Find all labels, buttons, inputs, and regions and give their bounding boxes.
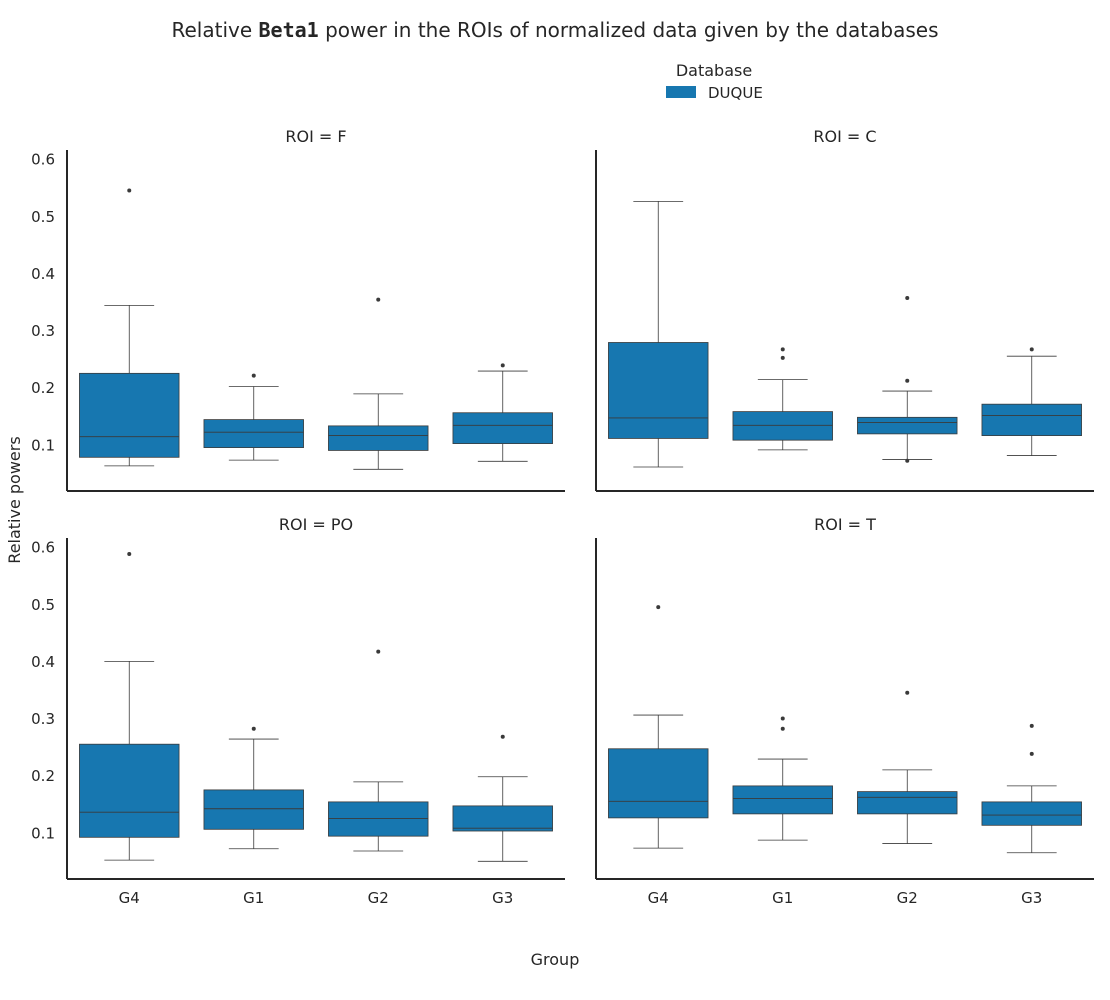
y-tick-label: 0.4 <box>31 265 55 283</box>
x-tick-label: G1 <box>243 889 264 907</box>
box-body <box>608 748 709 819</box>
box-G2 <box>328 297 429 470</box>
panel-title: ROI = F <box>285 127 346 146</box>
box-body <box>608 342 709 439</box>
panel-title: ROI = T <box>814 515 876 534</box>
box-body <box>203 419 304 448</box>
box-G3 <box>981 347 1082 456</box>
outlier-point <box>905 378 910 383</box>
y-axis-label: Relative powers <box>5 436 24 563</box>
x-tick-label: G3 <box>1021 889 1042 907</box>
box-body <box>79 743 180 838</box>
chart-title: Relative Beta1 power in the ROIs of norm… <box>171 18 938 42</box>
box-G1 <box>203 373 304 461</box>
x-tick-label: G2 <box>368 889 389 907</box>
outlier-point <box>500 734 505 739</box>
box-G3 <box>452 734 553 862</box>
outlier-point <box>127 551 132 556</box>
box-body <box>203 789 304 830</box>
outlier-point <box>251 373 256 378</box>
y-tick-label: 0.3 <box>31 710 55 728</box>
outlier-point <box>1029 347 1034 352</box>
x-tick-label: G4 <box>119 889 140 907</box>
outlier-point <box>780 716 785 721</box>
box-body <box>981 801 1082 826</box>
legend-swatch-duque <box>666 86 696 98</box>
chart-title-prefix: Relative <box>171 18 258 42</box>
panel-title: ROI = C <box>813 127 876 146</box>
box-body <box>328 801 429 837</box>
x-tick-label: G1 <box>772 889 793 907</box>
box-G4 <box>608 201 709 468</box>
outlier-point <box>127 188 132 193</box>
y-tick-label: 0.1 <box>31 824 55 842</box>
box-G2 <box>328 649 429 852</box>
box-body <box>732 411 833 441</box>
box-body <box>452 412 553 444</box>
outlier-point <box>905 295 910 300</box>
outlier-point <box>905 458 910 463</box>
box-G3 <box>981 723 1082 854</box>
box-G4 <box>608 605 709 849</box>
x-axis-label: Group <box>531 950 580 969</box>
chart-title-suffix: power in the ROIs of normalized data giv… <box>319 18 939 42</box>
legend-label-duque: DUQUE <box>708 84 763 102</box>
x-tick-label: G4 <box>648 889 669 907</box>
facet-panel-3: ROI = PO 0.1 0.2 0.3 0.4 0.5 0.6 G4 G1 G2 G3 <box>31 515 565 907</box>
facet-panel-2: ROI = C <box>595 127 1094 492</box>
box-G4 <box>79 188 180 467</box>
y-tick-label: 0.6 <box>31 539 55 557</box>
outlier-point <box>780 347 785 352</box>
outlier-point <box>376 297 381 302</box>
box-G1 <box>732 347 833 451</box>
x-tick-label: G2 <box>897 889 918 907</box>
box-body <box>328 425 429 451</box>
y-tick-label: 0.2 <box>31 767 55 785</box>
y-tick-label: 0.2 <box>31 379 55 397</box>
outlier-point <box>376 649 381 654</box>
outlier-point <box>780 726 785 731</box>
box-G2 <box>857 295 958 463</box>
box-G3 <box>452 363 553 462</box>
box-body <box>452 805 553 832</box>
y-tick-label: 0.4 <box>31 653 55 671</box>
box-G1 <box>203 726 304 850</box>
outlier-point <box>500 363 505 368</box>
facet-panel-4: ROI = T G4 G1 G2 G3 <box>595 515 1094 907</box>
outlier-point <box>1029 723 1034 728</box>
y-tick-label: 0.5 <box>31 596 55 614</box>
box-body <box>857 791 958 815</box>
box-body <box>732 785 833 815</box>
y-tick-label: 0.5 <box>31 208 55 226</box>
y-tick-label: 0.6 <box>31 151 55 169</box>
outlier-point <box>656 605 661 610</box>
facet-panels: ROI = F 0.1 0.2 0.3 0.4 0.5 0.6 ROI = C ROI = PO… <box>31 127 1094 907</box>
outlier-point <box>905 690 910 695</box>
outlier-point <box>1029 751 1034 756</box>
box-body <box>857 416 958 435</box>
box-G2 <box>857 690 958 844</box>
box-body <box>981 403 1082 436</box>
outlier-point <box>251 726 256 731</box>
panel-title: ROI = PO <box>279 515 353 534</box>
legend: Database DUQUE <box>666 61 763 102</box>
box-body <box>79 372 180 458</box>
facet-panel-1: ROI = F 0.1 0.2 0.3 0.4 0.5 0.6 <box>31 127 565 492</box>
box-G4 <box>79 551 180 861</box>
box-G1 <box>732 716 833 841</box>
x-tick-label: G3 <box>492 889 513 907</box>
y-tick-label: 0.1 <box>31 436 55 454</box>
chart-title-bold: Beta1 <box>259 18 319 42</box>
legend-title: Database <box>676 61 752 80</box>
y-tick-label: 0.3 <box>31 322 55 340</box>
outlier-point <box>780 355 785 360</box>
